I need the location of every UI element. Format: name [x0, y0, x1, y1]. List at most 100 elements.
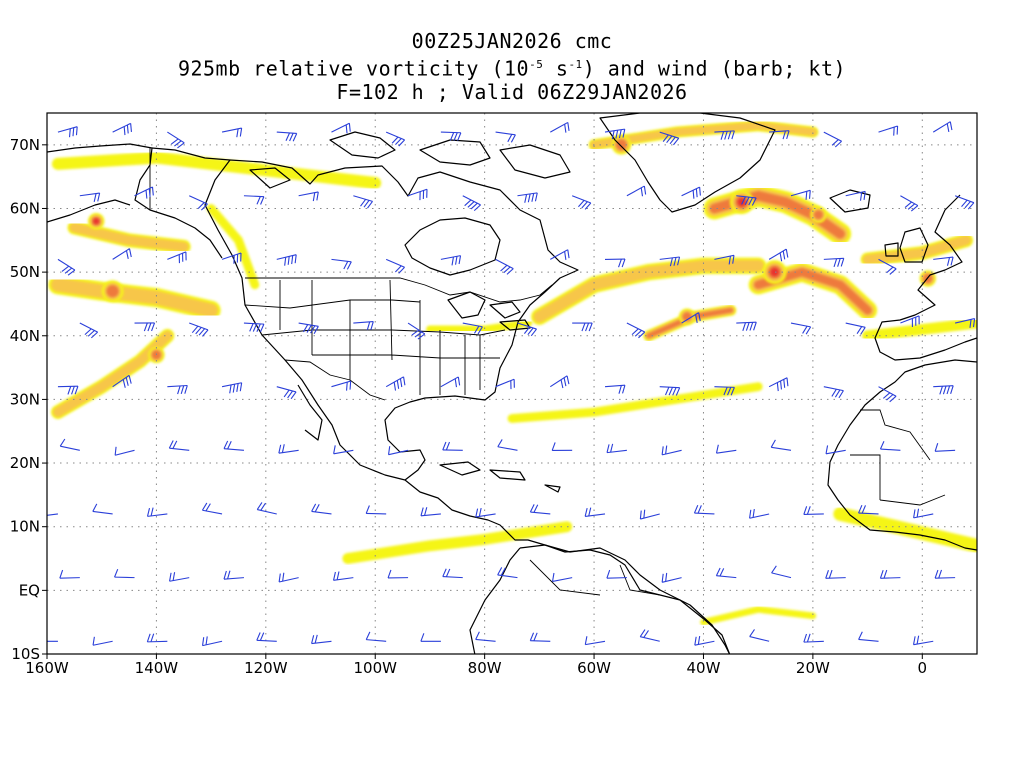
us-state-lines	[244, 279, 506, 395]
wind-barb	[298, 322, 319, 334]
wind-barb	[407, 188, 428, 201]
wind-barb	[201, 502, 223, 515]
wind-barb	[900, 315, 920, 327]
longitude-labels: 160W 140W 120W 100W 80W 60W 40W 20W 0	[25, 654, 927, 677]
wind-barb	[114, 446, 135, 456]
lat-tick-label: EQ	[19, 581, 40, 599]
vorticity-band	[69, 222, 189, 252]
wind-barb	[659, 256, 681, 267]
wind-barb	[331, 380, 352, 391]
wind-barb	[92, 503, 113, 515]
wind-barb	[442, 568, 463, 579]
wind-barb	[276, 254, 297, 266]
wind-barb	[256, 502, 277, 515]
graticule	[47, 113, 977, 654]
coastlines	[47, 113, 977, 654]
wind-barb	[420, 507, 441, 517]
wind-barb	[311, 503, 332, 515]
wind-barb	[221, 252, 242, 264]
wind-barb	[331, 122, 351, 134]
vorticity-band	[590, 121, 817, 149]
wind-barb	[584, 636, 606, 646]
wind-barb	[167, 384, 188, 395]
wind-barb	[768, 248, 789, 262]
wind-barb	[442, 441, 463, 451]
wind-barb	[659, 386, 681, 396]
vorticity-band	[700, 606, 817, 626]
wind-barb	[365, 631, 387, 642]
lon-tick-label: 20W	[796, 659, 830, 677]
lon-tick-label: 140W	[135, 659, 179, 677]
vorticity-maximum	[813, 210, 824, 220]
wind-barb	[913, 508, 934, 519]
wind-barb	[112, 248, 132, 260]
wind-barb	[845, 190, 866, 201]
africa-borders	[850, 409, 946, 506]
vorticity-band	[342, 521, 573, 564]
wind-barb	[606, 569, 627, 579]
wind-barb	[276, 131, 298, 142]
wind-barb	[114, 569, 135, 579]
wind-barb	[440, 255, 462, 266]
plot-frame	[46, 112, 978, 655]
wind-barb	[517, 322, 537, 337]
wind-barb	[57, 385, 79, 395]
lon-tick-label: 80W	[468, 659, 502, 677]
vorticity-band	[833, 507, 977, 553]
africa-coast	[827, 359, 977, 551]
lat-tick-label: 30N	[10, 390, 40, 408]
wind-barb	[604, 258, 626, 268]
wind-barb	[878, 386, 897, 403]
wind-barb	[517, 192, 538, 203]
wind-barb	[112, 122, 132, 136]
wind-barb	[879, 569, 901, 579]
wind-barb	[497, 567, 518, 579]
vorticity-maximum	[615, 139, 627, 151]
wind-barb	[59, 438, 80, 451]
lat-tick-label: 10N	[10, 518, 40, 536]
lat-tick-label: 60N	[10, 199, 40, 217]
wind-barb	[353, 195, 373, 209]
wind-barb	[606, 443, 627, 454]
wind-barb	[661, 445, 682, 456]
wind-barb	[584, 507, 606, 517]
wind-barb	[387, 446, 409, 456]
wind-barb	[92, 636, 113, 646]
wind-barb	[715, 444, 737, 454]
wind-barb	[694, 635, 715, 646]
wind-barb	[189, 322, 209, 337]
vorticity-band	[51, 277, 218, 318]
wind-barb	[639, 509, 660, 520]
lat-tick-label: 40N	[10, 327, 40, 345]
wind-barb	[715, 567, 737, 579]
lon-tick-label: 60W	[577, 659, 611, 677]
alaska-coast	[47, 143, 223, 259]
wind-barb	[954, 318, 976, 328]
west-coast	[204, 159, 406, 481]
iceland-coast	[829, 189, 871, 213]
wind-barb	[276, 386, 297, 400]
wind-barb	[462, 322, 483, 335]
wind-barb	[693, 505, 715, 515]
wind-barb	[714, 386, 735, 396]
wind-barb	[278, 444, 299, 454]
wind-barb	[771, 565, 792, 579]
great-lakes	[447, 291, 531, 331]
wind-barb	[278, 572, 299, 583]
wind-barb	[825, 445, 846, 455]
wind-barb	[189, 195, 208, 211]
vorticity-band	[862, 317, 977, 342]
wind-barb	[823, 131, 842, 148]
wind-barb	[604, 384, 626, 394]
wind-barb	[681, 312, 701, 324]
title-line-3: F=102 h ; Valid 06Z29JAN2026	[336, 79, 688, 104]
wind-barb	[954, 195, 975, 210]
wind-barbs	[47, 121, 976, 647]
wind-barb	[878, 258, 897, 275]
south-america-coast	[519, 544, 731, 654]
wind-barb	[769, 130, 790, 140]
wind-barb	[823, 386, 844, 399]
lon-tick-label: 120W	[244, 659, 288, 677]
wind-barb	[879, 441, 901, 451]
